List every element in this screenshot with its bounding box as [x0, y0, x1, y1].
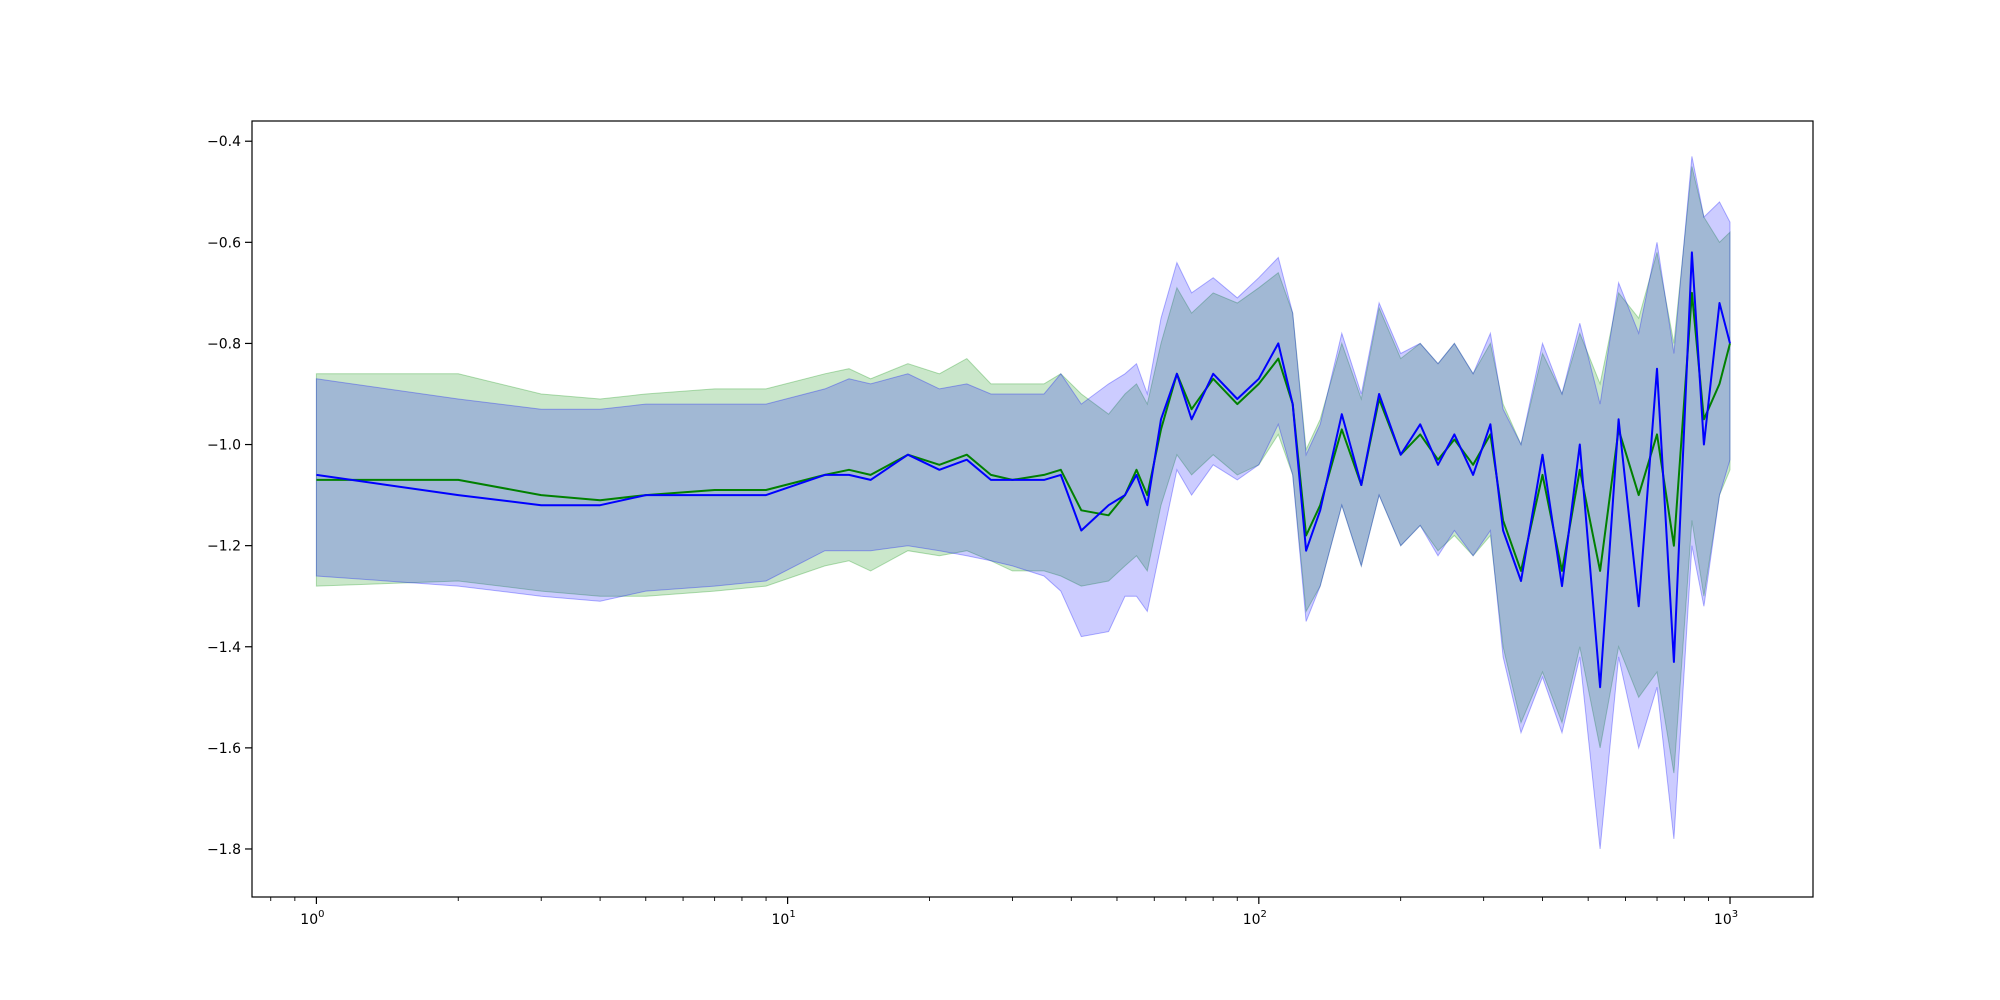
series-1-band [315, 166, 1731, 774]
series-2-band [315, 156, 1731, 850]
x-tick-exponent: 0 [318, 909, 324, 920]
series-lines [316, 251, 1731, 689]
series-1-line [316, 291, 1731, 572]
y-tick-label: −1.8 [207, 842, 241, 858]
y-tick-label: −0.6 [207, 235, 241, 251]
plot-frame [251, 120, 1814, 898]
x-tick-exponent: 3 [1732, 909, 1738, 920]
y-tick-label: −1.0 [207, 438, 241, 454]
y-tick-label: −0.8 [207, 336, 241, 352]
series-2-line [316, 251, 1731, 689]
x-axis: 100 101 102 103 [270, 897, 1738, 928]
confidence-bands [315, 156, 1731, 850]
y-tick-label: −1.6 [207, 741, 241, 757]
x-tick-exponent: 1 [789, 909, 795, 920]
y-tick-label: −0.4 [207, 134, 241, 150]
y-axis: −0.4 −0.6 −0.8 −1.0 −1.2 −1.4 −1.6 −1.8 [207, 134, 252, 858]
x-tick-exponent: 2 [1261, 909, 1267, 920]
y-tick-label: −1.4 [207, 640, 241, 656]
y-tick-label: −1.2 [207, 539, 241, 555]
